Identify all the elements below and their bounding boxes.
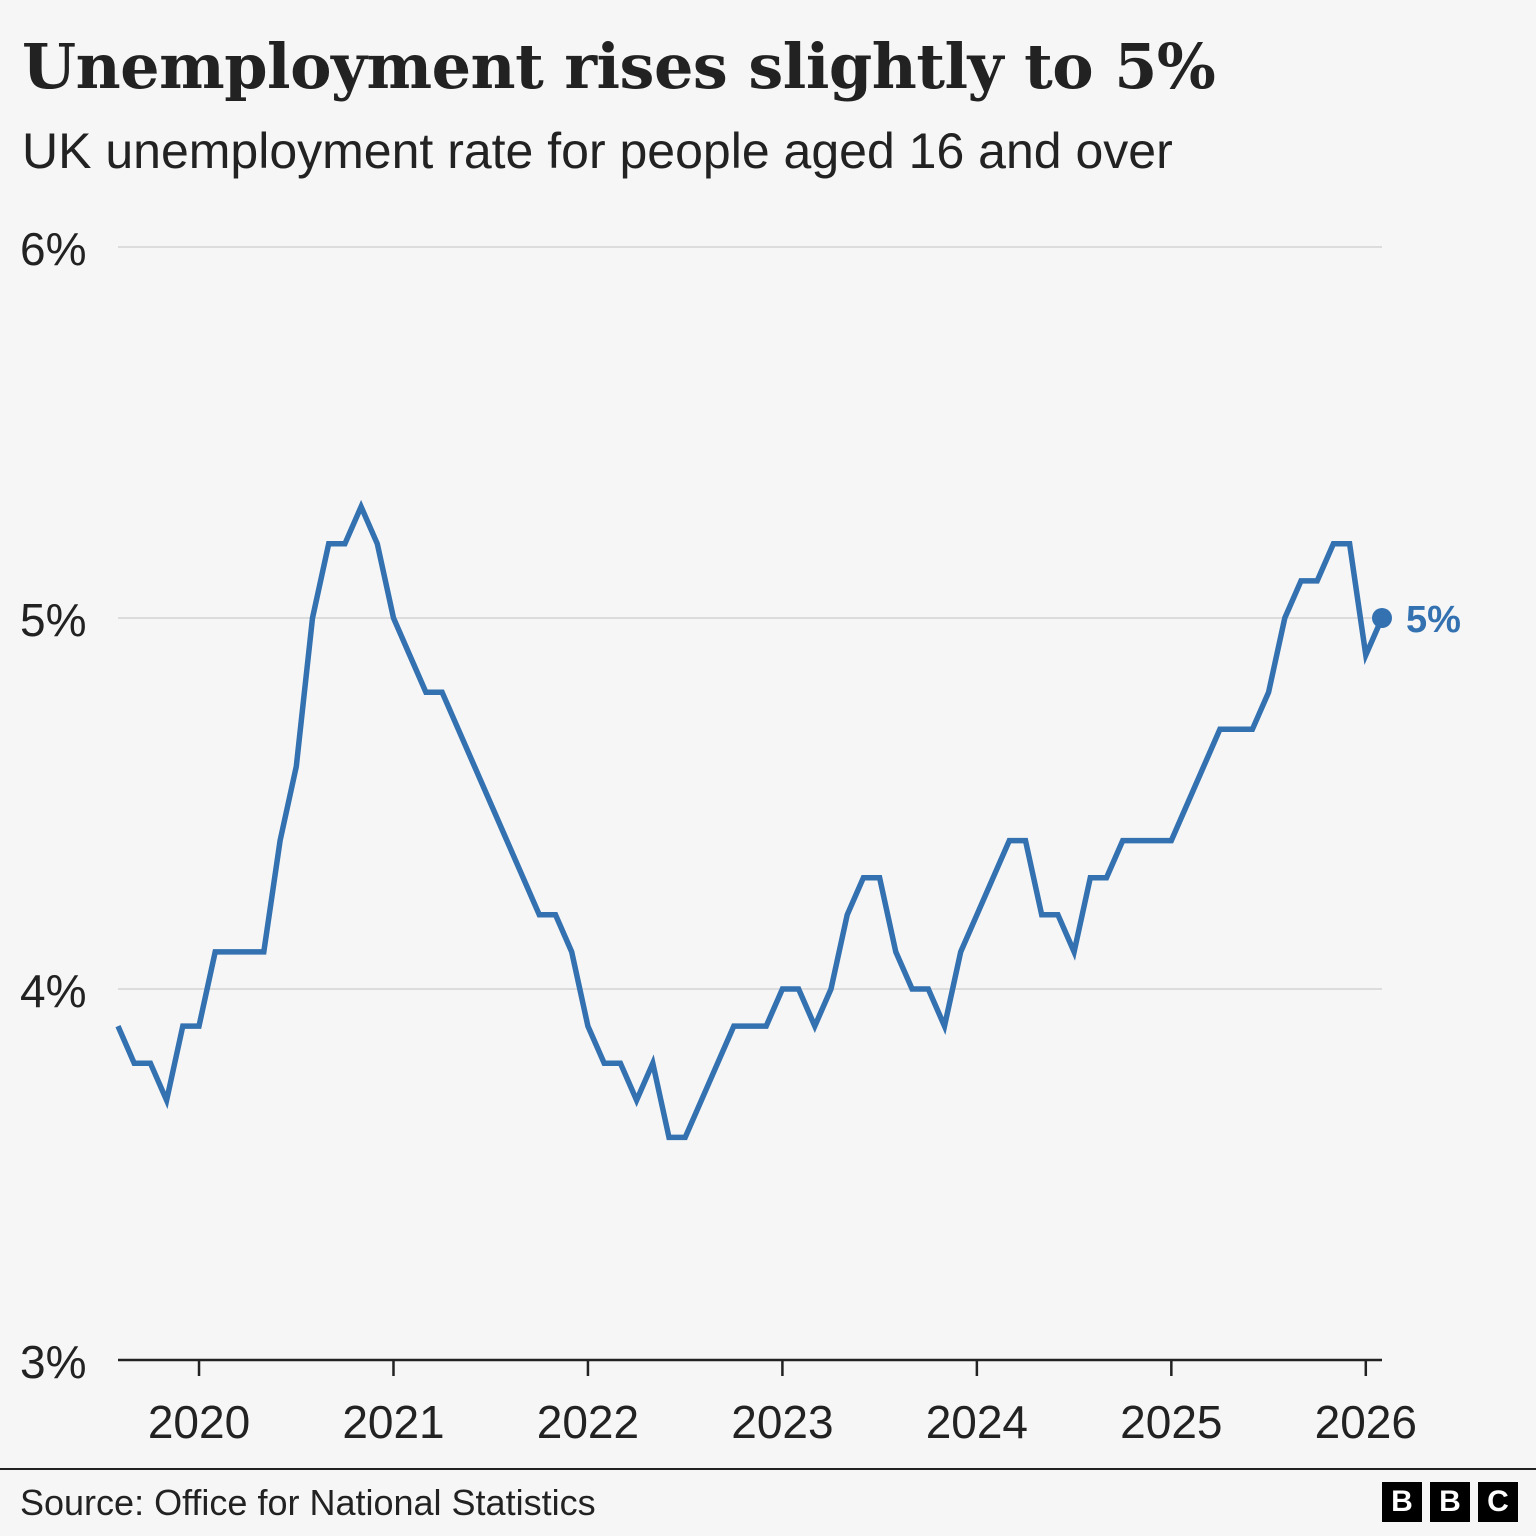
x-tick-label: 2021 [342, 1396, 444, 1448]
end-point-label: 5% [1406, 599, 1461, 641]
series-line [115, 499, 1385, 1141]
x-tick-label: 2026 [1315, 1396, 1417, 1448]
logo-letter-c: C [1478, 1482, 1518, 1522]
chart-title: Unemployment rises slightly to 5% [22, 30, 1216, 103]
x-tick-label: 2023 [731, 1396, 833, 1448]
series: 5% [115, 499, 1461, 1141]
x-tick-label: 2020 [148, 1396, 250, 1448]
x-axis-labels: 2020 2021 2022 2023 2024 2025 2026 [148, 1396, 1417, 1448]
chart-subtitle: UK unemployment rate for people aged 16 … [22, 123, 1173, 179]
logo-letter-b1: B [1382, 1482, 1422, 1522]
y-tick-label: 6% [20, 223, 86, 275]
y-tick-label: 5% [20, 594, 86, 646]
y-axis-labels: 6% 5% 4% 3% [20, 223, 86, 1388]
line-chart: 6% 5% 4% 3% 2020 2021 2022 2023 2024 2025 2026 5% [20, 223, 1461, 1448]
x-tick-label: 2024 [926, 1396, 1028, 1448]
y-tick-label: 4% [20, 965, 86, 1017]
x-tick-label: 2022 [537, 1396, 639, 1448]
source-note: Source: Office for National Statistics [20, 1482, 596, 1523]
y-tick-label: 3% [20, 1336, 86, 1388]
x-tick-label: 2025 [1120, 1396, 1222, 1448]
logo-letter-b2: B [1430, 1482, 1470, 1522]
bbc-logo: B B C [1382, 1482, 1518, 1522]
x-axis [118, 1358, 1382, 1376]
end-point-marker [1372, 608, 1392, 628]
gridlines [118, 246, 1382, 990]
footer-divider [0, 1468, 1536, 1470]
